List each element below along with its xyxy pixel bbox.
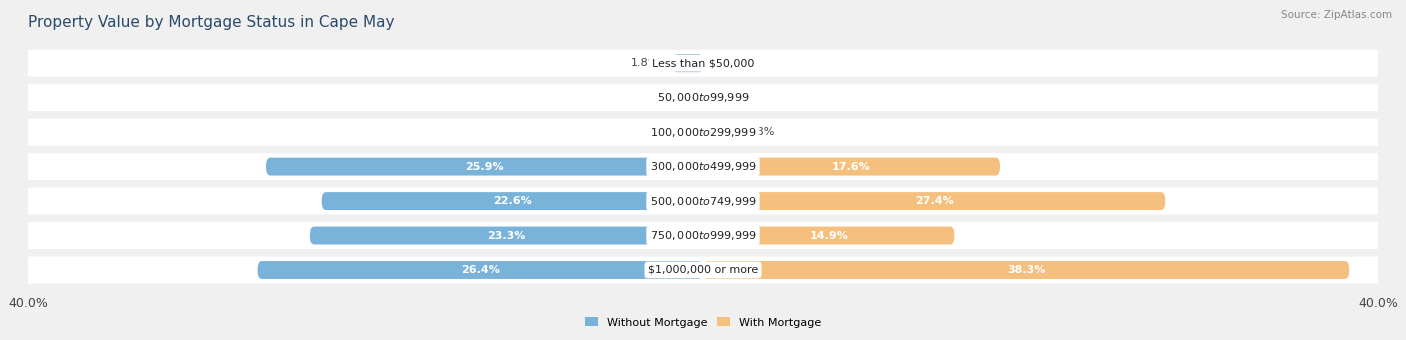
Text: Less than $50,000: Less than $50,000 [652, 58, 754, 68]
Text: 1.8%: 1.8% [631, 58, 659, 68]
FancyBboxPatch shape [20, 257, 1386, 284]
FancyBboxPatch shape [703, 123, 734, 141]
Text: 1.8%: 1.8% [747, 127, 775, 137]
Text: $750,000 to $999,999: $750,000 to $999,999 [650, 229, 756, 242]
Text: 0.0%: 0.0% [661, 127, 689, 137]
FancyBboxPatch shape [266, 158, 703, 175]
Text: 17.6%: 17.6% [832, 162, 870, 172]
FancyBboxPatch shape [309, 226, 703, 244]
FancyBboxPatch shape [672, 54, 703, 72]
Text: 0.0%: 0.0% [661, 93, 689, 103]
Text: $500,000 to $749,999: $500,000 to $749,999 [650, 194, 756, 207]
Text: $1,000,000 or more: $1,000,000 or more [648, 265, 758, 275]
FancyBboxPatch shape [703, 158, 1000, 175]
FancyBboxPatch shape [20, 153, 1386, 180]
Text: 22.6%: 22.6% [494, 196, 531, 206]
FancyBboxPatch shape [257, 261, 703, 279]
FancyBboxPatch shape [20, 222, 1386, 249]
Text: Property Value by Mortgage Status in Cape May: Property Value by Mortgage Status in Cap… [28, 15, 395, 30]
Text: $50,000 to $99,999: $50,000 to $99,999 [657, 91, 749, 104]
FancyBboxPatch shape [20, 119, 1386, 146]
Text: $300,000 to $499,999: $300,000 to $499,999 [650, 160, 756, 173]
Text: Source: ZipAtlas.com: Source: ZipAtlas.com [1281, 10, 1392, 20]
Text: 14.9%: 14.9% [810, 231, 848, 240]
Text: 23.3%: 23.3% [488, 231, 526, 240]
Text: 26.4%: 26.4% [461, 265, 499, 275]
Text: 0.0%: 0.0% [717, 58, 745, 68]
Text: 27.4%: 27.4% [915, 196, 953, 206]
FancyBboxPatch shape [20, 188, 1386, 215]
FancyBboxPatch shape [703, 261, 1350, 279]
Text: 0.0%: 0.0% [717, 93, 745, 103]
Text: 25.9%: 25.9% [465, 162, 503, 172]
FancyBboxPatch shape [703, 192, 1166, 210]
Text: $100,000 to $299,999: $100,000 to $299,999 [650, 126, 756, 139]
FancyBboxPatch shape [322, 192, 703, 210]
Legend: Without Mortgage, With Mortgage: Without Mortgage, With Mortgage [581, 313, 825, 332]
FancyBboxPatch shape [703, 226, 955, 244]
Text: 38.3%: 38.3% [1007, 265, 1045, 275]
FancyBboxPatch shape [20, 84, 1386, 111]
FancyBboxPatch shape [20, 50, 1386, 76]
